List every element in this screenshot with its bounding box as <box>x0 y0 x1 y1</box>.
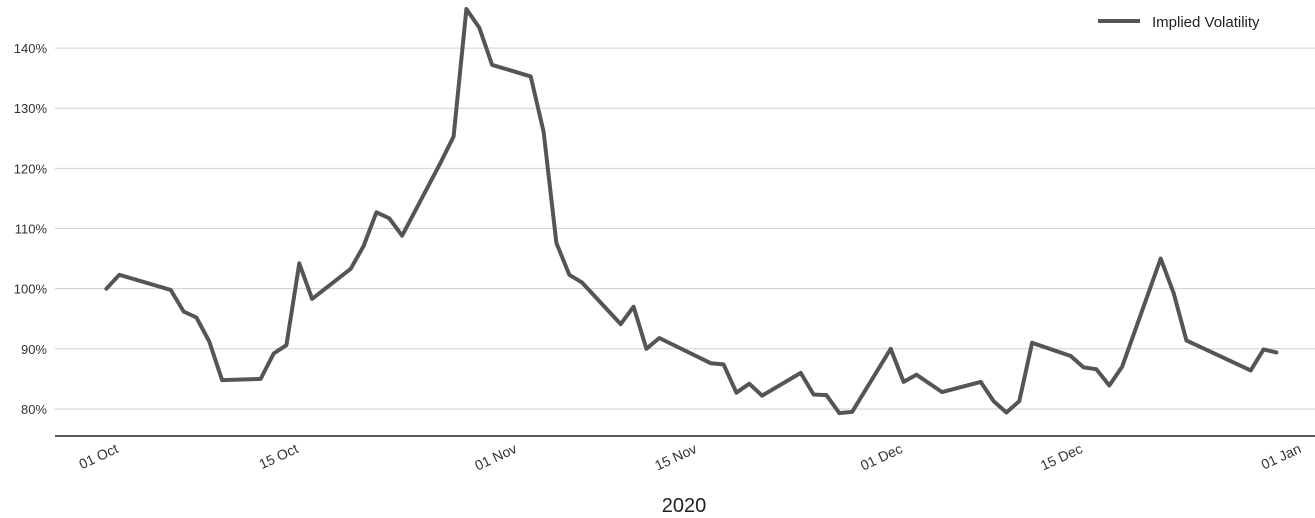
legend: Implied Volatility <box>1098 14 1260 31</box>
y-tick-label: 120% <box>14 161 48 176</box>
y-tick-label: 140% <box>14 41 48 56</box>
x-tick-label: 15 Dec <box>1038 440 1085 473</box>
x-axis-label: 2020 <box>662 495 707 517</box>
legend-label: Implied Volatility <box>1152 14 1260 31</box>
x-tick-label: 15 Nov <box>652 440 699 473</box>
y-tick-label: 90% <box>21 342 47 357</box>
x-tick-labels: 01 Oct 15 Oct 01 Nov 15 Nov 01 Dec 15 Dec 01 J… <box>76 440 1303 473</box>
x-tick-label: 01 Oct <box>76 440 120 472</box>
y-tick-label: 80% <box>21 402 47 417</box>
x-tick-label: 01 Nov <box>472 440 519 473</box>
series-layer <box>104 7 1279 416</box>
y-tick-label: 130% <box>14 101 48 116</box>
y-tick-label: 100% <box>14 282 48 297</box>
y-tick-label: 110% <box>15 222 48 237</box>
y-tick-labels: 80% 90% 100% 110% 120% 130% 140% <box>14 41 48 417</box>
grid-lines <box>55 47 1315 410</box>
series-line-implied-volatility <box>104 7 1279 416</box>
x-tick-label: 15 Oct <box>256 440 300 472</box>
x-tick-label: 01 Dec <box>858 440 905 473</box>
x-tick-label: 01 Jan <box>1259 440 1304 472</box>
